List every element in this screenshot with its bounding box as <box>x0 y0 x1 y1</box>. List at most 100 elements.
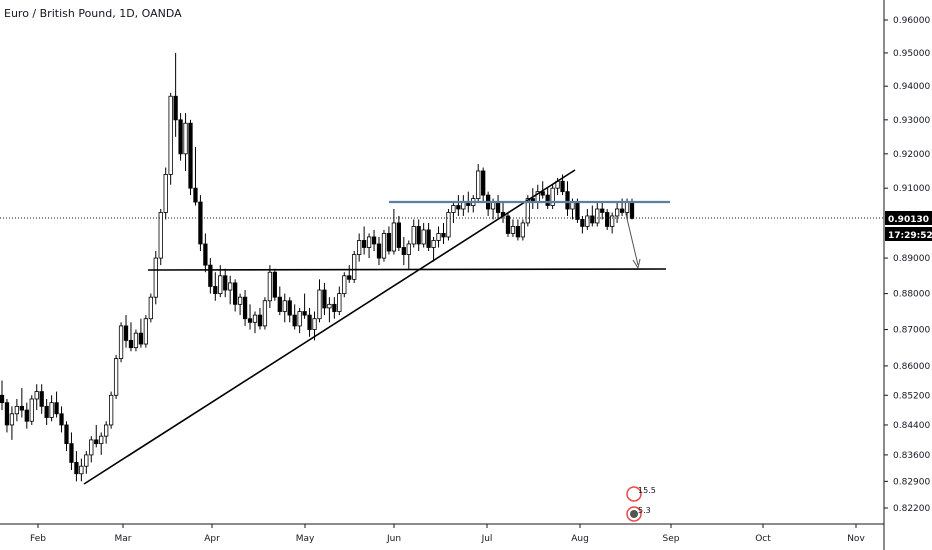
trend-line[interactable] <box>83 169 576 485</box>
countdown-badge <box>885 227 932 241</box>
candle <box>118 322 124 363</box>
candle-body <box>352 254 357 280</box>
candle <box>481 167 486 203</box>
time-axis[interactable]: Feb Mar Apr May Jun Jul Aug Sep Oct Nov <box>30 524 865 544</box>
candle-body <box>614 208 620 217</box>
candle <box>188 119 193 196</box>
time-tick-label: Jul <box>481 534 493 544</box>
candle-body <box>476 170 481 199</box>
candle <box>292 304 297 330</box>
candle-body <box>292 314 297 327</box>
price-tick-label: 0.82200 <box>893 504 930 514</box>
candle <box>461 195 466 216</box>
candle-body <box>495 201 501 213</box>
candle-body <box>89 439 94 456</box>
candle-body <box>426 229 431 248</box>
candle <box>49 395 54 422</box>
candle-body <box>302 311 307 316</box>
event-icon[interactable] <box>626 486 642 502</box>
price-tick-label: 0.96000 <box>893 16 930 26</box>
candle <box>168 92 173 185</box>
candle-body <box>406 243 411 255</box>
candle-body <box>223 275 228 291</box>
candle <box>386 226 392 255</box>
candle-body <box>510 226 516 234</box>
support-line[interactable] <box>147 268 667 271</box>
candle-body <box>133 332 139 349</box>
candle <box>133 329 139 352</box>
candle-body <box>54 402 59 415</box>
candle <box>29 395 34 425</box>
candle <box>0 380 5 411</box>
candle <box>396 215 401 252</box>
candle-body <box>228 282 233 291</box>
candle-body <box>143 318 148 345</box>
candle-body <box>386 233 392 252</box>
candle <box>505 212 511 237</box>
candle <box>471 195 476 213</box>
candle <box>580 215 585 234</box>
candle-body <box>29 398 34 422</box>
candle-body <box>371 236 377 245</box>
candle <box>123 315 129 348</box>
candle <box>436 226 441 248</box>
candle-body <box>624 201 630 213</box>
candle-body <box>277 296 282 312</box>
candle <box>79 458 84 482</box>
candle <box>84 451 89 474</box>
candle-body <box>19 405 24 411</box>
candle <box>69 432 74 470</box>
candle-body <box>128 340 134 349</box>
candle-body <box>0 394 5 404</box>
forecast-arrow <box>624 209 639 266</box>
candle-body <box>322 289 327 309</box>
price-tick-label: 0.94000 <box>893 82 930 92</box>
candle <box>44 398 49 425</box>
candle <box>183 113 188 171</box>
candle-body <box>14 405 20 415</box>
candle-body <box>297 311 302 327</box>
candle-body <box>327 303 332 309</box>
candle-body <box>610 215 615 227</box>
candle-body <box>123 325 129 341</box>
candle <box>252 311 258 334</box>
candle-body <box>575 201 580 220</box>
candle-body <box>416 226 421 245</box>
candle <box>347 265 352 283</box>
event-label: 15.5 <box>638 486 656 495</box>
candle-body <box>173 95 178 121</box>
candle-body <box>237 296 243 305</box>
candle-body <box>401 247 406 255</box>
candle-body <box>153 257 158 298</box>
candle-body <box>118 325 124 359</box>
candle <box>520 219 526 241</box>
candle <box>327 297 332 323</box>
candle-body <box>262 300 268 327</box>
candle-body <box>193 187 198 203</box>
price-tick-label: 0.85200 <box>893 391 930 401</box>
event-icon[interactable] <box>626 506 642 522</box>
candle <box>332 297 337 319</box>
candle-body <box>168 95 173 175</box>
price-axis[interactable]: 0.96000 0.95000 0.94000 0.93000 0.92000 0.910… <box>884 16 930 514</box>
candle-body <box>619 208 625 213</box>
candle <box>158 208 163 266</box>
candle <box>99 432 104 455</box>
candle-body <box>267 271 273 302</box>
candle <box>595 202 600 227</box>
candle <box>39 384 44 414</box>
candle <box>34 384 39 411</box>
candle-body <box>218 275 223 295</box>
candle-body <box>163 174 168 213</box>
candle <box>312 311 317 341</box>
candle-body <box>525 198 530 224</box>
candle-body <box>337 293 342 312</box>
candle <box>282 293 287 323</box>
candle <box>535 184 540 209</box>
event-icon[interactable] <box>630 510 638 518</box>
candle <box>9 406 15 440</box>
candle <box>391 208 397 255</box>
last-price-badge <box>885 211 932 225</box>
candle <box>426 222 431 252</box>
